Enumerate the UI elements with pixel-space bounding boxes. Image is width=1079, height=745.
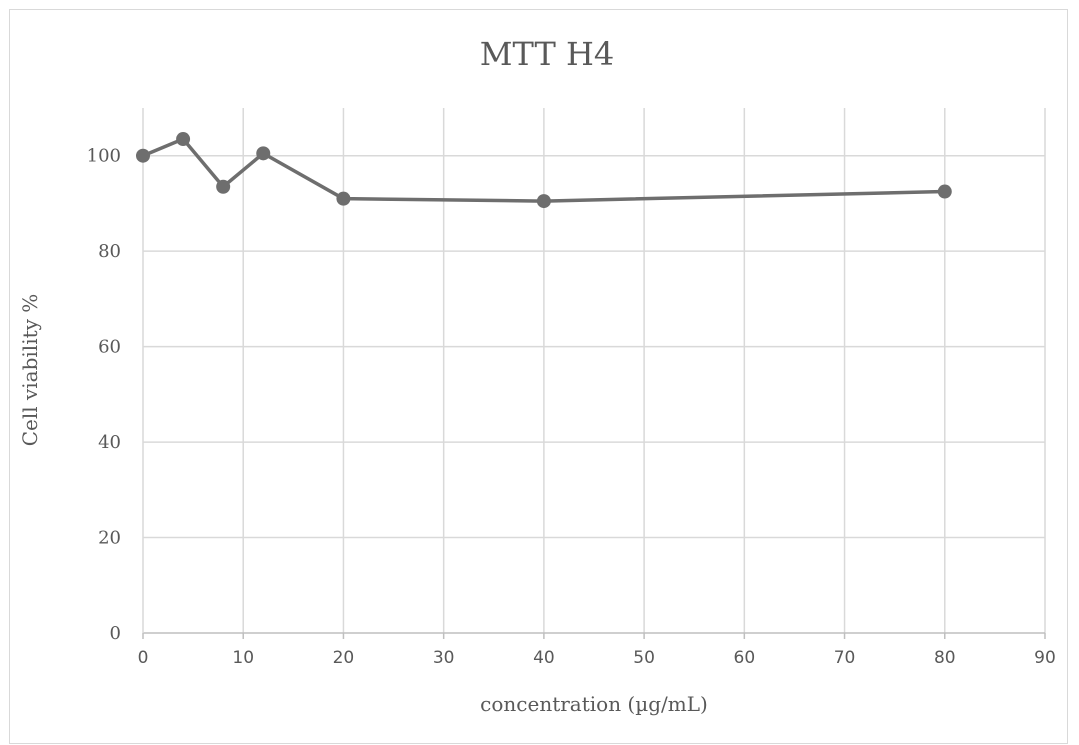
series	[136, 132, 952, 209]
chart-frame	[9, 9, 1068, 744]
y-tick-label: 40	[98, 432, 121, 453]
x-tick-label: 40	[533, 648, 555, 668]
x-tick-label: 80	[934, 648, 956, 668]
y-tick-label: 0	[110, 623, 121, 644]
y-tick-label: 100	[87, 146, 121, 167]
data-point	[256, 146, 271, 161]
x-tick-label: 90	[1034, 648, 1056, 668]
data-point	[176, 132, 191, 147]
chart-title: MTT H4	[480, 35, 614, 73]
y-tick-label: 20	[98, 528, 121, 549]
axes: 0 10 20 30 40 50 60 70 80 90 0 20 40 60 80 100	[87, 108, 1056, 668]
grid	[143, 108, 1046, 633]
y-axis-title: Cell viability %	[18, 294, 42, 447]
y-tick-label: 60	[98, 337, 121, 358]
x-tick-label: 70	[834, 648, 856, 668]
x-tick-label: 50	[633, 648, 655, 668]
x-tick-label: 0	[138, 648, 149, 668]
x-tick-label: 10	[232, 648, 254, 668]
data-point	[536, 194, 551, 209]
data-point	[937, 184, 952, 199]
x-tick-label: 20	[333, 648, 355, 668]
x-axis-title: concentration (µg/mL)	[480, 692, 708, 716]
x-tick-label: 60	[734, 648, 756, 668]
y-tick-label: 80	[98, 241, 121, 262]
data-point	[136, 148, 150, 163]
data-point	[336, 191, 351, 206]
x-tick-label: 30	[433, 648, 455, 668]
data-point	[216, 179, 231, 194]
